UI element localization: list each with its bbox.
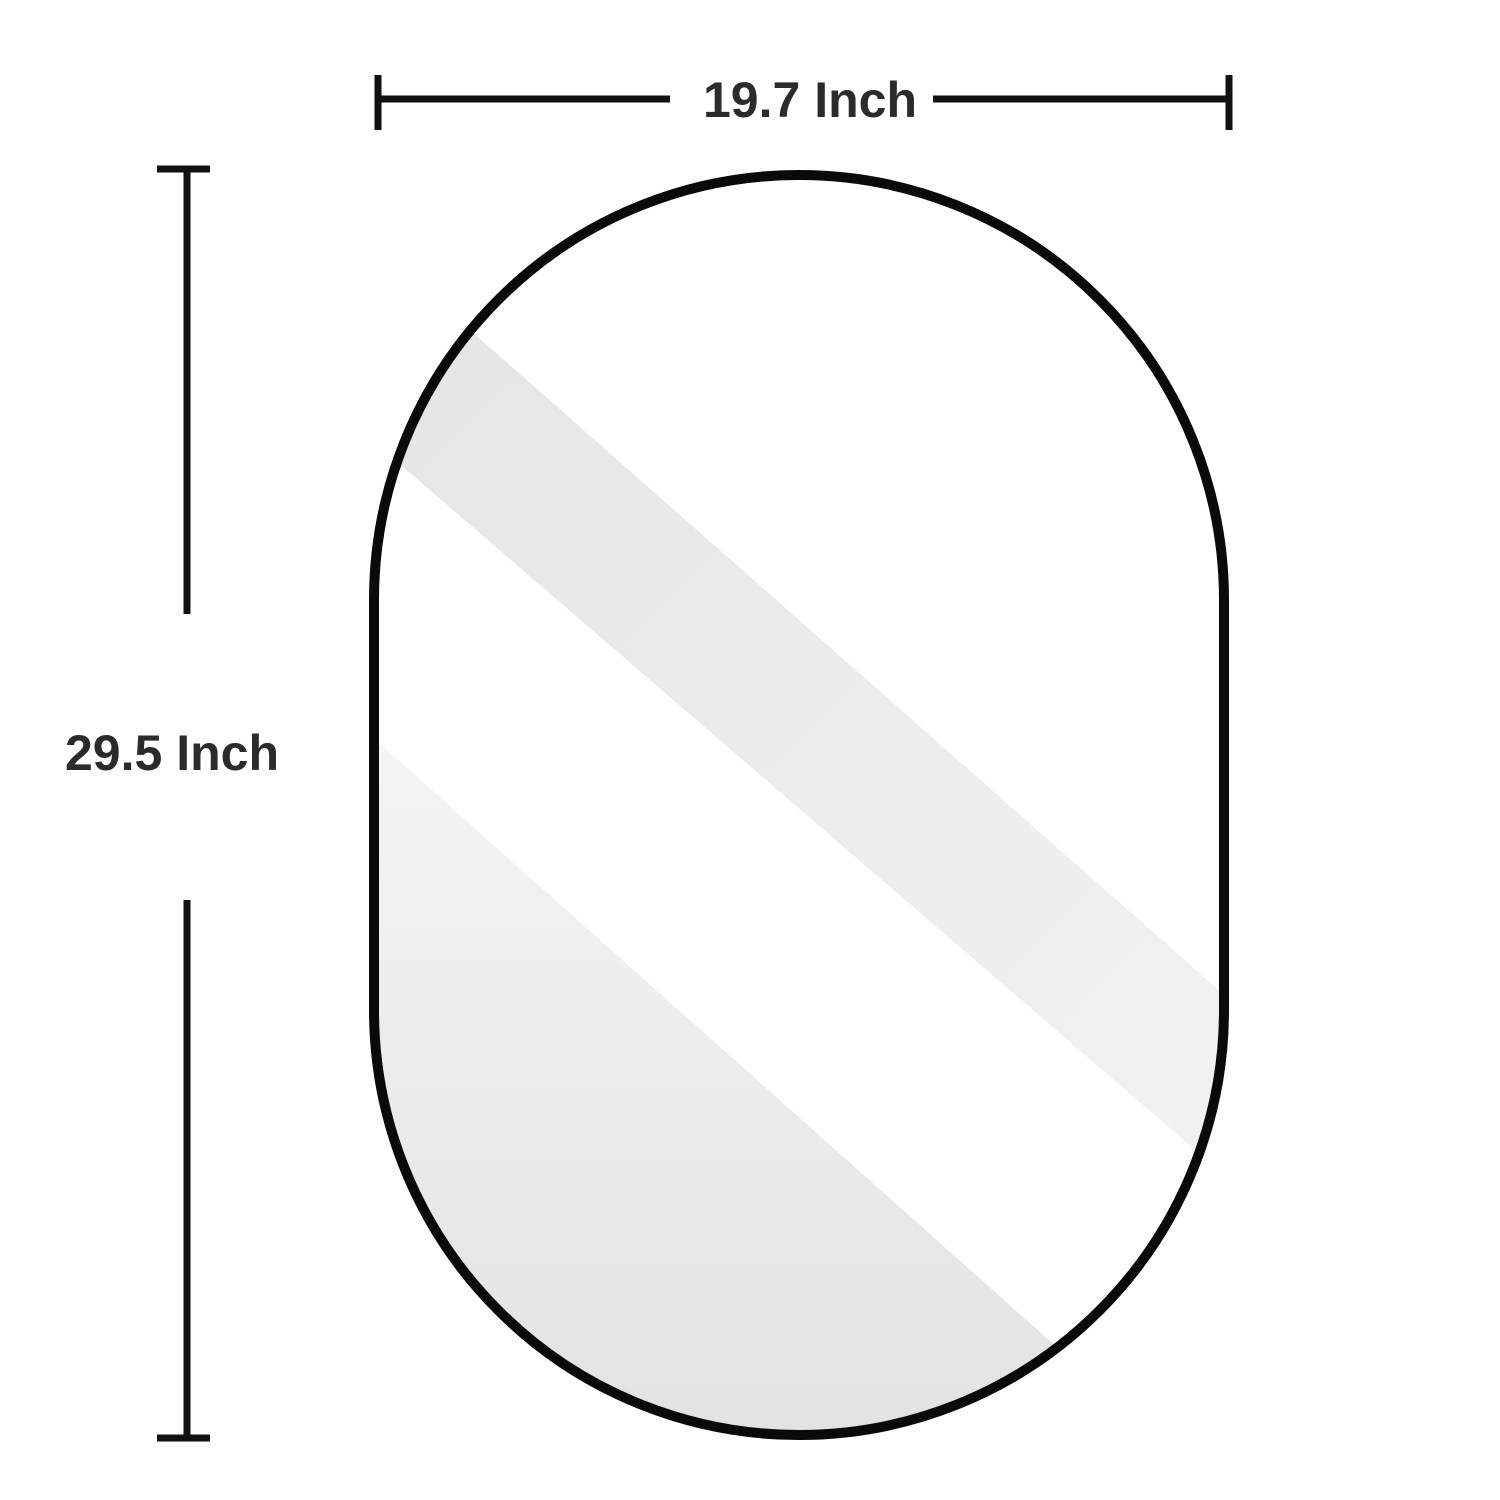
width-dimension: 19.7 Inch	[374, 72, 1233, 130]
height-label: 29.5 Inch	[65, 725, 279, 781]
height-dimension: 29.5 Inch	[65, 165, 279, 1442]
reflection-band-lower	[374, 735, 1060, 1435]
width-label: 19.7 Inch	[703, 72, 917, 128]
mirror-frame	[369, 170, 1229, 1440]
mirror-glass	[374, 175, 1224, 1435]
reflection-band-upper	[395, 330, 1224, 1180]
